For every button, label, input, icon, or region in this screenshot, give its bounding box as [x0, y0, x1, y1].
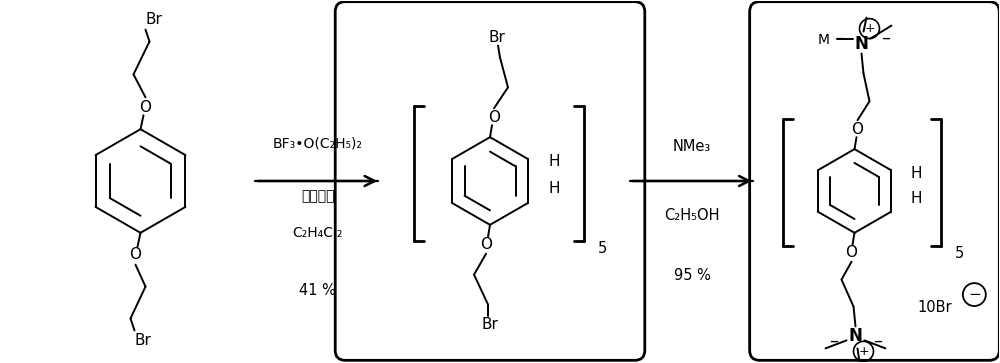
Text: N: N: [855, 34, 868, 53]
Text: –: –: [835, 29, 844, 46]
Text: H: H: [911, 191, 922, 207]
Text: O: O: [139, 100, 151, 115]
Text: –: –: [829, 331, 838, 350]
Text: O: O: [852, 122, 864, 137]
Text: Br: Br: [135, 333, 151, 348]
Text: –: –: [873, 331, 882, 350]
Text: 95 %: 95 %: [674, 268, 711, 283]
Text: M: M: [818, 33, 830, 46]
Text: O: O: [130, 247, 142, 262]
Text: N: N: [849, 327, 862, 346]
Text: 41 %: 41 %: [299, 283, 336, 298]
Text: C₂H₄Cl₂: C₂H₄Cl₂: [293, 226, 343, 240]
Text: Br: Br: [489, 30, 505, 45]
Text: –: –: [881, 29, 890, 46]
Text: 10Br: 10Br: [917, 300, 952, 315]
Text: BF₃•O(C₂H₅)₂: BF₃•O(C₂H₅)₂: [273, 136, 363, 150]
Text: C₂H₅OH: C₂H₅OH: [664, 208, 720, 223]
Text: O: O: [846, 245, 858, 260]
Text: −: −: [968, 287, 981, 302]
Text: H: H: [911, 166, 922, 180]
Text: 5: 5: [598, 241, 607, 256]
Text: +: +: [864, 22, 875, 35]
Text: 5: 5: [954, 246, 964, 261]
Text: O: O: [480, 237, 492, 252]
FancyBboxPatch shape: [750, 2, 999, 360]
FancyBboxPatch shape: [335, 2, 645, 360]
Text: H: H: [548, 182, 560, 196]
Text: 多聚甲醒: 多聚甲醒: [301, 189, 335, 203]
Text: Br: Br: [145, 12, 162, 27]
Text: NMe₃: NMe₃: [673, 139, 711, 154]
Text: +: +: [858, 345, 869, 358]
Text: Br: Br: [482, 317, 498, 332]
Text: H: H: [548, 154, 560, 168]
Text: O: O: [488, 110, 500, 125]
